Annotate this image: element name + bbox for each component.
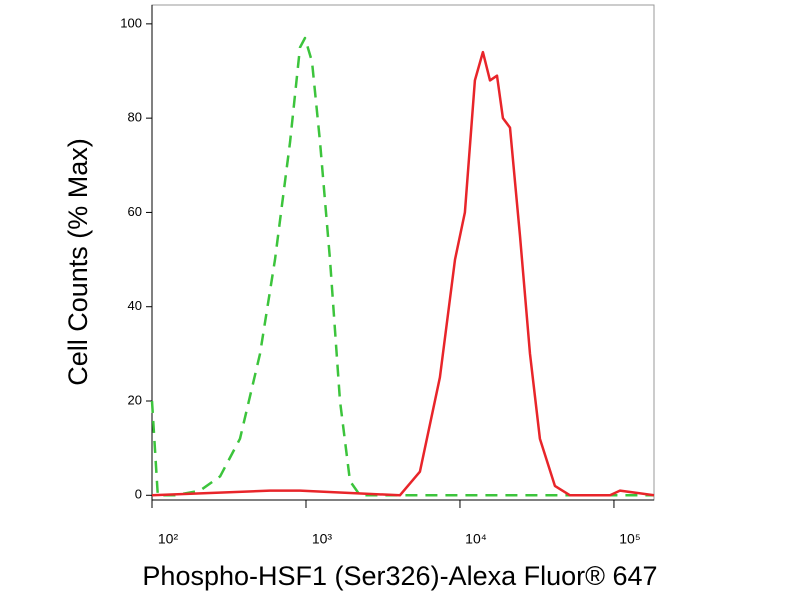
- plot-frame: [151, 4, 655, 501]
- series-line: [151, 50, 655, 497]
- x-axis-title: Phospho-HSF1 (Ser326)-Alexa Fluor® 647: [142, 561, 657, 591]
- y-tick-label: 100: [120, 15, 142, 30]
- y-tick-label: 0: [135, 487, 142, 502]
- y-tick-label: 40: [128, 298, 142, 313]
- x-tick-label: 10⁵: [619, 531, 640, 547]
- series-line: [150, 36, 654, 497]
- x-tick-label: 10³: [312, 531, 333, 547]
- x-tick-label: 10⁴: [465, 531, 487, 547]
- y-tick-label: 20: [128, 392, 142, 407]
- y-tick-label: 80: [128, 110, 142, 125]
- y-tick-label: 60: [128, 204, 142, 219]
- x-tick-label: 10²: [158, 531, 179, 547]
- y-axis-title: Cell Counts (% Max): [63, 138, 93, 386]
